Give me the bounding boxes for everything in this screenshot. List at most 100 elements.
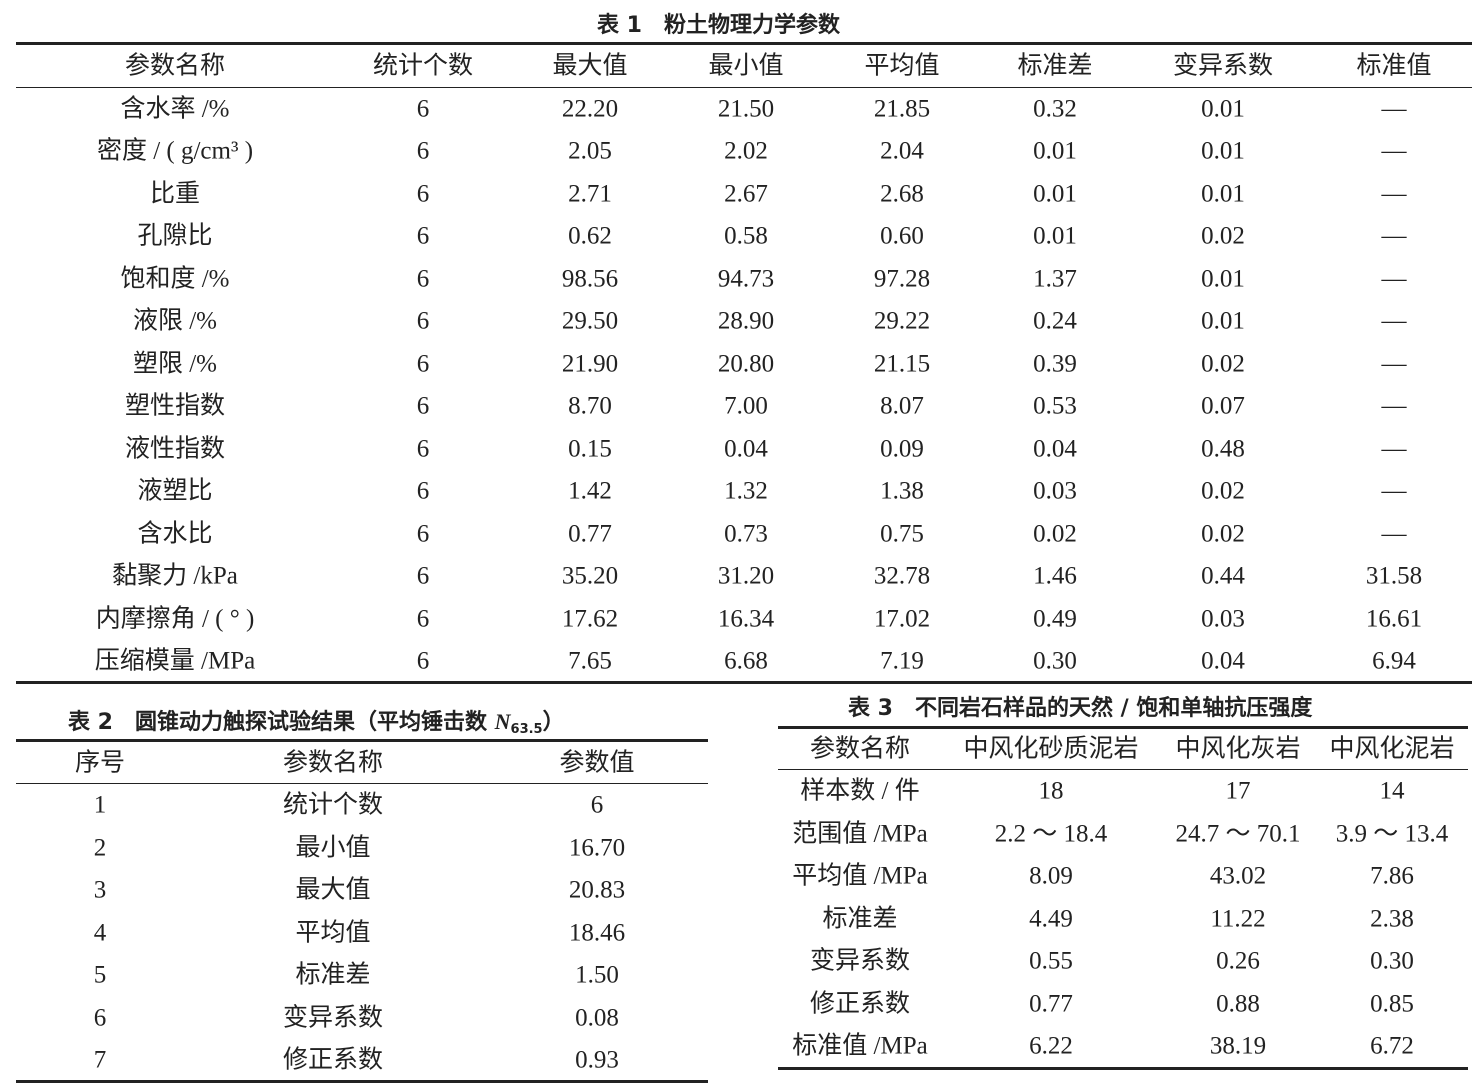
column-header: 平均值 [864, 52, 940, 80]
bottom-rule [16, 681, 1472, 684]
table-cell: 0.01 [1201, 95, 1245, 123]
table-cell: 6 [416, 307, 430, 335]
top-rule [778, 726, 1468, 729]
table-cell: 0.07 [1201, 392, 1245, 420]
table-cell: 2.38 [1370, 905, 1414, 932]
table-cell: 6.22 [1029, 1032, 1073, 1060]
table-cell: 0.01 [1201, 265, 1245, 293]
column-header: 变异系数 [1172, 52, 1274, 80]
table-cell: 0.60 [880, 222, 924, 250]
table-cell: 0.03 [1201, 605, 1245, 633]
table-cell: 变异系数 [282, 1004, 384, 1031]
table-cell: 20.83 [568, 876, 626, 904]
table-cell: 6 [416, 265, 430, 293]
table-cell: 4.49 [1029, 905, 1073, 932]
table-cell: 0.85 [1370, 990, 1414, 1017]
row-label: 样本数 / 件 [800, 777, 920, 805]
top-rule [16, 42, 1472, 45]
table-cell: 1.42 [568, 477, 612, 505]
table-cell: — [1381, 137, 1407, 165]
table-cell: 0.04 [1033, 435, 1077, 463]
table-cell: — [1381, 180, 1407, 208]
row-label: 含水率 /% [120, 95, 230, 123]
row-label: 液塑比 [137, 477, 213, 505]
table-cell: 14 [1379, 777, 1405, 805]
row-label: 4 [93, 919, 107, 946]
table-cell: 16.34 [717, 605, 775, 633]
table-cell: — [1381, 477, 1407, 505]
table-cell: 0.04 [724, 435, 768, 463]
table-cell: 最大值 [295, 876, 371, 904]
table-cell: 32.78 [873, 562, 931, 590]
column-header: 最大值 [552, 52, 628, 80]
table-cell: 20.80 [717, 350, 775, 378]
table-cell: 0.24 [1033, 307, 1077, 335]
table-cell: 0.30 [1033, 647, 1077, 675]
table-cell: 6.68 [724, 647, 768, 675]
table-cell: 0.01 [1201, 307, 1245, 335]
column-header: 参数名称 [809, 735, 911, 763]
table-cell: 94.73 [717, 265, 775, 293]
table-cell: 0.08 [575, 1004, 619, 1031]
table-cell: 6 [416, 477, 430, 505]
table-cell: 统计个数 [282, 791, 384, 819]
table-cell: 0.30 [1370, 947, 1414, 975]
table-cell: 6 [416, 180, 430, 208]
table-cell: 0.01 [1033, 222, 1077, 250]
table-cell: 21.50 [717, 95, 775, 123]
table-cell: 0.77 [1029, 990, 1073, 1017]
table-cell: 2.05 [568, 137, 612, 165]
row-label: 比重 [149, 180, 201, 208]
table-cell: 31.58 [1365, 562, 1423, 590]
table-cell: 2.71 [568, 180, 612, 208]
table-cell: 2.67 [724, 180, 768, 208]
row-label: 内摩擦角 / ( ° ) [95, 605, 255, 633]
table3-title: 表 3 不同岩石样品的天然 / 饱和单轴抗压强度 [848, 696, 1313, 721]
table-cell: 6 [416, 562, 430, 590]
table-cell: 0.02 [1201, 350, 1245, 378]
table-cell: 6 [416, 350, 430, 378]
table-cell: 7.86 [1370, 862, 1414, 890]
column-header: 标准差 [1017, 52, 1093, 80]
row-label: 平均值 /MPa [792, 862, 928, 890]
table-cell: — [1381, 307, 1407, 335]
column-header: 中风化泥岩 [1329, 735, 1455, 763]
table-cell: — [1381, 350, 1407, 378]
table-cell: — [1381, 435, 1407, 463]
row-label: 标准差 [822, 905, 898, 932]
table-cell: 16.70 [568, 834, 626, 861]
column-header: 参数值 [559, 749, 635, 777]
table-cell: 0.32 [1033, 95, 1077, 123]
table-cell: 8.07 [880, 392, 924, 420]
table-cell: 22.20 [561, 95, 619, 123]
table-cell: 0.26 [1216, 947, 1260, 975]
top-rule [16, 739, 708, 742]
table2-title-prefix: 表 2 圆锥动力触探试验结果（平均锤击数 [68, 710, 495, 735]
table-cell: 29.22 [873, 307, 931, 335]
row-label: 孔隙比 [137, 222, 213, 250]
table-cell: 0.44 [1201, 562, 1245, 590]
table-cell: — [1381, 95, 1407, 123]
table-cell: 1.50 [575, 961, 619, 989]
table-cell: — [1381, 520, 1407, 548]
table-cell: 0.02 [1201, 222, 1245, 250]
table-cell: 1.46 [1033, 562, 1077, 590]
table-cell: 6 [416, 520, 430, 548]
table-cell: 17.62 [561, 605, 619, 633]
table-cell: 6 [416, 222, 430, 250]
table-cell: 6.94 [1372, 647, 1416, 675]
table-cell: 0.58 [724, 222, 768, 250]
table-cell: 0.02 [1201, 477, 1245, 505]
table-cell: — [1381, 222, 1407, 250]
table-cell: 11.22 [1210, 905, 1266, 932]
row-label: 压缩模量 /MPa [94, 647, 256, 675]
table-cell: 修正系数 [282, 1046, 384, 1074]
table-cell: 0.49 [1033, 605, 1077, 633]
table-cell: 97.28 [873, 265, 931, 293]
table-cell: 43.02 [1209, 862, 1267, 890]
row-label: 密度 / ( g/cm³ ) [96, 137, 254, 165]
table-cell: 0.03 [1033, 477, 1077, 505]
table-cell: 6 [416, 95, 430, 123]
row-label: 3 [93, 876, 107, 904]
table-cell: 0.62 [568, 222, 612, 250]
